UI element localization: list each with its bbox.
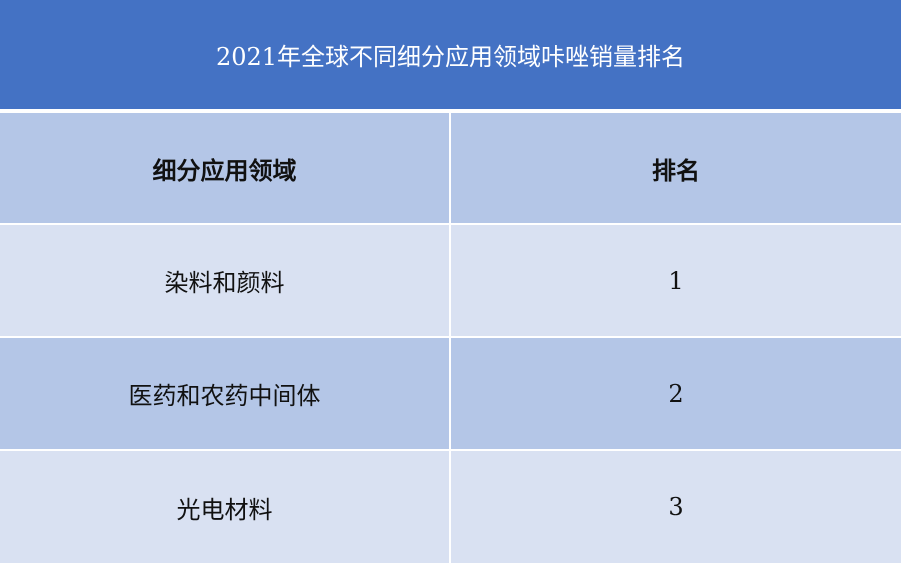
table-row: 光电材料 3 <box>0 451 901 563</box>
header-field: 细分应用领域 <box>0 113 451 223</box>
table-title: 2021年全球不同细分应用领域咔唑销量排名 <box>0 0 901 109</box>
cell-field: 光电材料 <box>0 451 451 563</box>
header-rank: 排名 <box>652 156 700 185</box>
table-header: 细分应用领域 排名 <box>0 113 901 223</box>
cell-rank: 2 <box>668 379 684 408</box>
cell-rank: 3 <box>668 493 684 521</box>
table-row: 染料和颜料 1 <box>0 225 901 336</box>
table-row: 医药和农药中间体 2 <box>0 338 901 449</box>
cell-field: 染料和颜料 <box>0 225 451 336</box>
cell-field: 医药和农药中间体 <box>0 338 451 449</box>
cell-rank: 1 <box>668 266 684 295</box>
